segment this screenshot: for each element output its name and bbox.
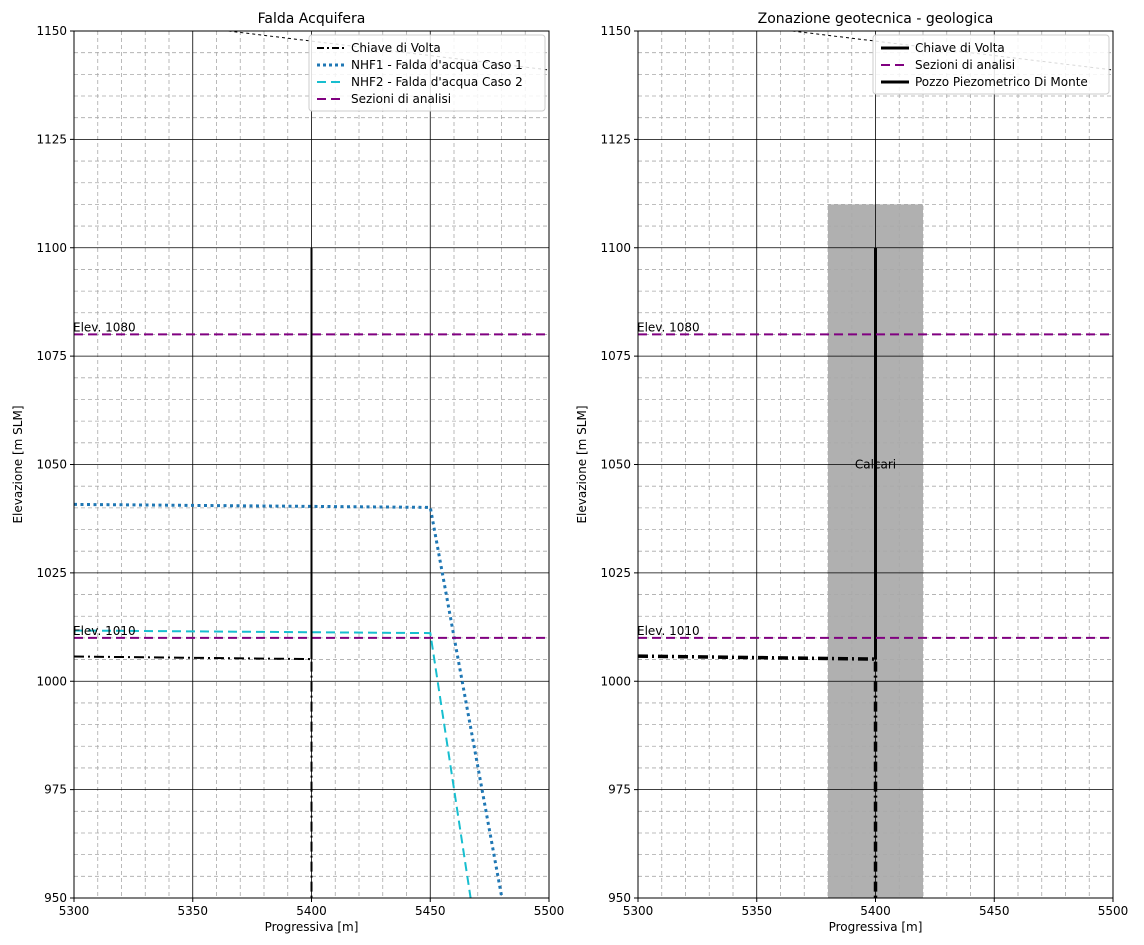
y-tick-label: 1075: [36, 349, 67, 363]
y-tick-label: 1150: [600, 24, 631, 38]
annotation-label: Elev. 1080: [637, 320, 700, 334]
y-tick-label: 1025: [600, 566, 631, 580]
x-tick-label: 5450: [415, 904, 446, 918]
chart-title: Falda Acquifera: [258, 11, 366, 27]
y-tick-label: 1125: [600, 132, 631, 146]
y-tick-label: 1025: [36, 566, 67, 580]
x-tick-label: 5350: [741, 904, 772, 918]
x-axis-label: Progressiva [m]: [829, 920, 923, 934]
legend-entry: Sezioni di analisi: [915, 58, 1015, 72]
legend-entry: NHF2 - Falda d'acqua Caso 2: [351, 75, 523, 89]
y-tick-label: 1000: [36, 674, 67, 688]
chart-panel-2: Elev. 1080 Elev. 1010 Calcari 5300 5350 5400 5…: [575, 11, 1128, 934]
y-tick-label: 1125: [36, 132, 67, 146]
y-tick-label: 975: [608, 783, 631, 797]
x-tick-label: 5350: [177, 904, 208, 918]
chart-panel-1: Elev. 1080 Elev. 1010 5300 5350 5400 5450 5500…: [11, 11, 564, 934]
x-tick-label: 5500: [534, 904, 565, 918]
series-line-2: [74, 629, 472, 898]
y-axis-label: Elevazione [m SLM]: [11, 405, 25, 523]
x-tick-label: 5300: [623, 904, 654, 918]
y-tick-label: 1100: [36, 241, 67, 255]
y-tick-label: 1150: [36, 24, 67, 38]
x-tick-label: 5500: [1098, 904, 1129, 918]
y-tick-label: 1050: [36, 458, 67, 472]
y-tick-label: 1100: [600, 241, 631, 255]
x-tick-label: 5450: [979, 904, 1010, 918]
annotation-label: Elev. 1010: [637, 624, 700, 638]
x-tick-label: 5400: [860, 904, 891, 918]
legend-entry: Pozzo Piezometrico Di Monte: [915, 75, 1088, 89]
legend-box: [308, 34, 546, 112]
y-tick-label: 950: [44, 891, 67, 905]
legend-entry: Sezioni di analisi: [351, 92, 451, 106]
grid: [73, 30, 550, 899]
legend: Chiave di Volta NHF1 - Falda d'acqua Caso…: [308, 34, 546, 112]
x-tick-label: 5300: [59, 904, 90, 918]
series-group: [638, 31, 1113, 898]
series-group: [74, 31, 549, 898]
legend: Chiave di Volta Sezioni di analisi Pozzo P…: [872, 34, 1110, 95]
y-tick-label: 1000: [600, 674, 631, 688]
legend-entry: Chiave di Volta: [915, 41, 1005, 55]
series-line-1: [74, 502, 503, 897]
legend-entry: NHF1 - Falda d'acqua Caso 1: [351, 58, 523, 72]
x-axis-label: Progressiva [m]: [265, 920, 359, 934]
y-tick-label: 975: [44, 783, 67, 797]
chart-title: Zonazione geotecnica - geologica: [758, 11, 994, 27]
y-tick-label: 1050: [600, 458, 631, 472]
y-tick-label: 950: [608, 891, 631, 905]
x-tick-label: 5400: [296, 904, 327, 918]
y-axis-label: Elevazione [m SLM]: [575, 405, 589, 523]
legend-entry: Chiave di Volta: [351, 41, 441, 55]
y-tick-label: 1075: [600, 349, 631, 363]
annotation-label: Elev. 1080: [73, 320, 136, 334]
annotation-label: Elev. 1010: [73, 624, 136, 638]
annotation-label: Calcari: [855, 458, 896, 472]
legend-box: [872, 34, 1110, 95]
